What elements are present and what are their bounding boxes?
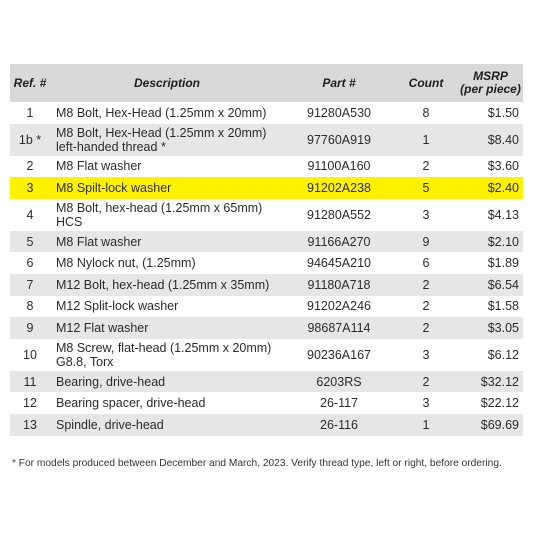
cell-part-number: 97760A919 bbox=[284, 123, 394, 156]
cell-description: M8 Spilt-lock washer bbox=[50, 177, 284, 199]
cell-part-number: 26-116 bbox=[284, 413, 394, 436]
cell-count: 6 bbox=[422, 256, 430, 271]
cell-part-number: 91280A530 bbox=[307, 105, 371, 120]
cell-msrp: $6.54 bbox=[458, 273, 523, 296]
cell-ref: 6 bbox=[26, 256, 34, 271]
cell-msrp: $3.05 bbox=[458, 317, 523, 339]
table-row: 7 M12 Bolt, hex-head (1.25mm x 35mm) 91180… bbox=[10, 273, 523, 296]
header-msrp: MSRP (per piece) bbox=[458, 64, 523, 102]
cell-count: 3 bbox=[422, 396, 430, 411]
cell-ref: 4 bbox=[26, 207, 34, 222]
table-row: 4 M8 Bolt, hex-head (1.25mm x 65mm) HCS 91… bbox=[10, 199, 523, 231]
cell-count: 2 bbox=[394, 317, 458, 339]
cell-msrp: $8.40 bbox=[458, 123, 523, 156]
table-row: 1 M8 Bolt, Hex-Head (1.25mm x 20mm) 91280A… bbox=[10, 102, 523, 124]
footnote: * For models produced between December a… bbox=[12, 458, 502, 469]
cell-part-number: 91202A246 bbox=[307, 299, 371, 314]
table-row: 3 M8 Spilt-lock washer 91202A238 5 $2.40 bbox=[10, 177, 523, 199]
cell-ref: 8 bbox=[26, 299, 34, 314]
cell-ref: 1b * bbox=[10, 123, 50, 156]
cell-description: M8 Flat washer bbox=[56, 159, 142, 174]
cell-description: M8 Bolt, Hex-Head (1.25mm x 20mm) left-h… bbox=[50, 123, 284, 156]
table-row: 5 M8 Flat washer 91166A270 9 $2.10 bbox=[10, 230, 523, 253]
cell-count: 8 bbox=[422, 105, 430, 120]
cell-count: 2 bbox=[422, 299, 430, 314]
cell-description: M8 Nylock nut, (1.25mm) bbox=[56, 256, 196, 271]
table-row: 1b * M8 Bolt, Hex-Head (1.25mm x 20mm) le… bbox=[10, 123, 523, 156]
table-row: 10 M8 Screw, flat-head (1.25mm x 20mm) G8… bbox=[10, 339, 523, 371]
table-row: 6 M8 Nylock nut, (1.25mm) 94645A210 6 $1.89 bbox=[10, 252, 523, 274]
table-row: 8 M12 Split-lock washer 91202A246 2 $1.58 bbox=[10, 296, 523, 318]
cell-count: 9 bbox=[394, 230, 458, 253]
table-row: 12 Bearing spacer, drive-head 26-117 3 $22.1… bbox=[10, 392, 523, 414]
table-row: 13 Spindle, drive-head 26-116 1 $69.69 bbox=[10, 413, 523, 436]
cell-count: 5 bbox=[394, 177, 458, 199]
cell-ref: 9 bbox=[10, 317, 50, 339]
cell-msrp: $2.10 bbox=[458, 230, 523, 253]
cell-ref: 7 bbox=[10, 273, 50, 296]
cell-part-number: 90236A167 bbox=[307, 347, 371, 362]
cell-ref: 12 bbox=[23, 396, 37, 411]
cell-count: 2 bbox=[394, 273, 458, 296]
cell-count: 1 bbox=[394, 413, 458, 436]
cell-description: M12 Flat washer bbox=[50, 317, 284, 339]
header-ref: Ref. # bbox=[10, 64, 50, 102]
table-header-row: Ref. # Description Part # Count MSRP (pe… bbox=[10, 64, 523, 102]
table-row: 2 M8 Flat washer 91100A160 2 $3.60 bbox=[10, 156, 523, 178]
cell-ref: 1 bbox=[26, 105, 34, 120]
cell-description: M8 Bolt, Hex-Head (1.25mm x 20mm) bbox=[56, 105, 267, 120]
header-msrp-line2: (per piece) bbox=[460, 82, 521, 96]
cell-count: 3 bbox=[422, 207, 430, 222]
cell-msrp: $3.60 bbox=[487, 159, 519, 174]
cell-part-number: 91166A270 bbox=[284, 230, 394, 253]
cell-ref: 11 bbox=[10, 370, 50, 393]
cell-description: M8 Screw, flat-head (1.25mm x 20mm) G8.8… bbox=[56, 340, 272, 369]
parts-table-container: Ref. # Description Part # Count MSRP (pe… bbox=[10, 64, 523, 436]
table-row: 9 M12 Flat washer 98687A114 2 $3.05 bbox=[10, 317, 523, 339]
cell-ref: 10 bbox=[23, 347, 37, 362]
header-count: Count bbox=[394, 64, 458, 102]
cell-part-number: 6203RS bbox=[284, 370, 394, 393]
cell-part-number: 26-117 bbox=[320, 396, 358, 411]
header-msrp-line1: MSRP bbox=[473, 69, 508, 83]
cell-msrp: $69.69 bbox=[458, 413, 523, 436]
cell-part-number: 91280A552 bbox=[307, 207, 371, 222]
cell-description: Bearing, drive-head bbox=[50, 370, 284, 393]
cell-ref: 3 bbox=[10, 177, 50, 199]
cell-description: Bearing spacer, drive-head bbox=[56, 396, 206, 411]
cell-description: Spindle, drive-head bbox=[50, 413, 284, 436]
cell-ref: 13 bbox=[10, 413, 50, 436]
cell-count: 2 bbox=[394, 370, 458, 393]
cell-count: 2 bbox=[422, 159, 430, 174]
cell-count: 3 bbox=[422, 347, 430, 362]
header-part: Part # bbox=[284, 64, 394, 102]
cell-description: M8 Flat washer bbox=[50, 230, 284, 253]
cell-part-number: 94645A210 bbox=[307, 256, 371, 271]
cell-msrp: $2.40 bbox=[458, 177, 523, 199]
table-body: 1 M8 Bolt, Hex-Head (1.25mm x 20mm) 91280A… bbox=[10, 102, 523, 436]
cell-msrp: $1.50 bbox=[487, 105, 519, 120]
cell-part-number: 91100A160 bbox=[307, 159, 371, 174]
parts-table: Ref. # Description Part # Count MSRP (pe… bbox=[10, 64, 523, 436]
cell-ref: 5 bbox=[10, 230, 50, 253]
cell-count: 1 bbox=[394, 123, 458, 156]
cell-msrp: $22.12 bbox=[480, 396, 519, 411]
cell-part-number: 91180A718 bbox=[284, 273, 394, 296]
cell-part-number: 98687A114 bbox=[284, 317, 394, 339]
cell-description: M8 Bolt, hex-head (1.25mm x 65mm) HCS bbox=[56, 200, 263, 229]
cell-msrp: $1.89 bbox=[487, 256, 519, 271]
cell-msrp: $6.12 bbox=[487, 347, 519, 362]
header-description: Description bbox=[50, 64, 284, 102]
cell-msrp: $4.13 bbox=[487, 207, 519, 222]
cell-msrp: $1.58 bbox=[487, 299, 519, 314]
cell-ref: 2 bbox=[26, 159, 34, 174]
cell-part-number: 91202A238 bbox=[284, 177, 394, 199]
cell-msrp: $32.12 bbox=[458, 370, 523, 393]
cell-description: M12 Bolt, hex-head (1.25mm x 35mm) bbox=[50, 273, 284, 296]
cell-description: M12 Split-lock washer bbox=[56, 299, 179, 314]
table-row: 11 Bearing, drive-head 6203RS 2 $32.12 bbox=[10, 370, 523, 393]
